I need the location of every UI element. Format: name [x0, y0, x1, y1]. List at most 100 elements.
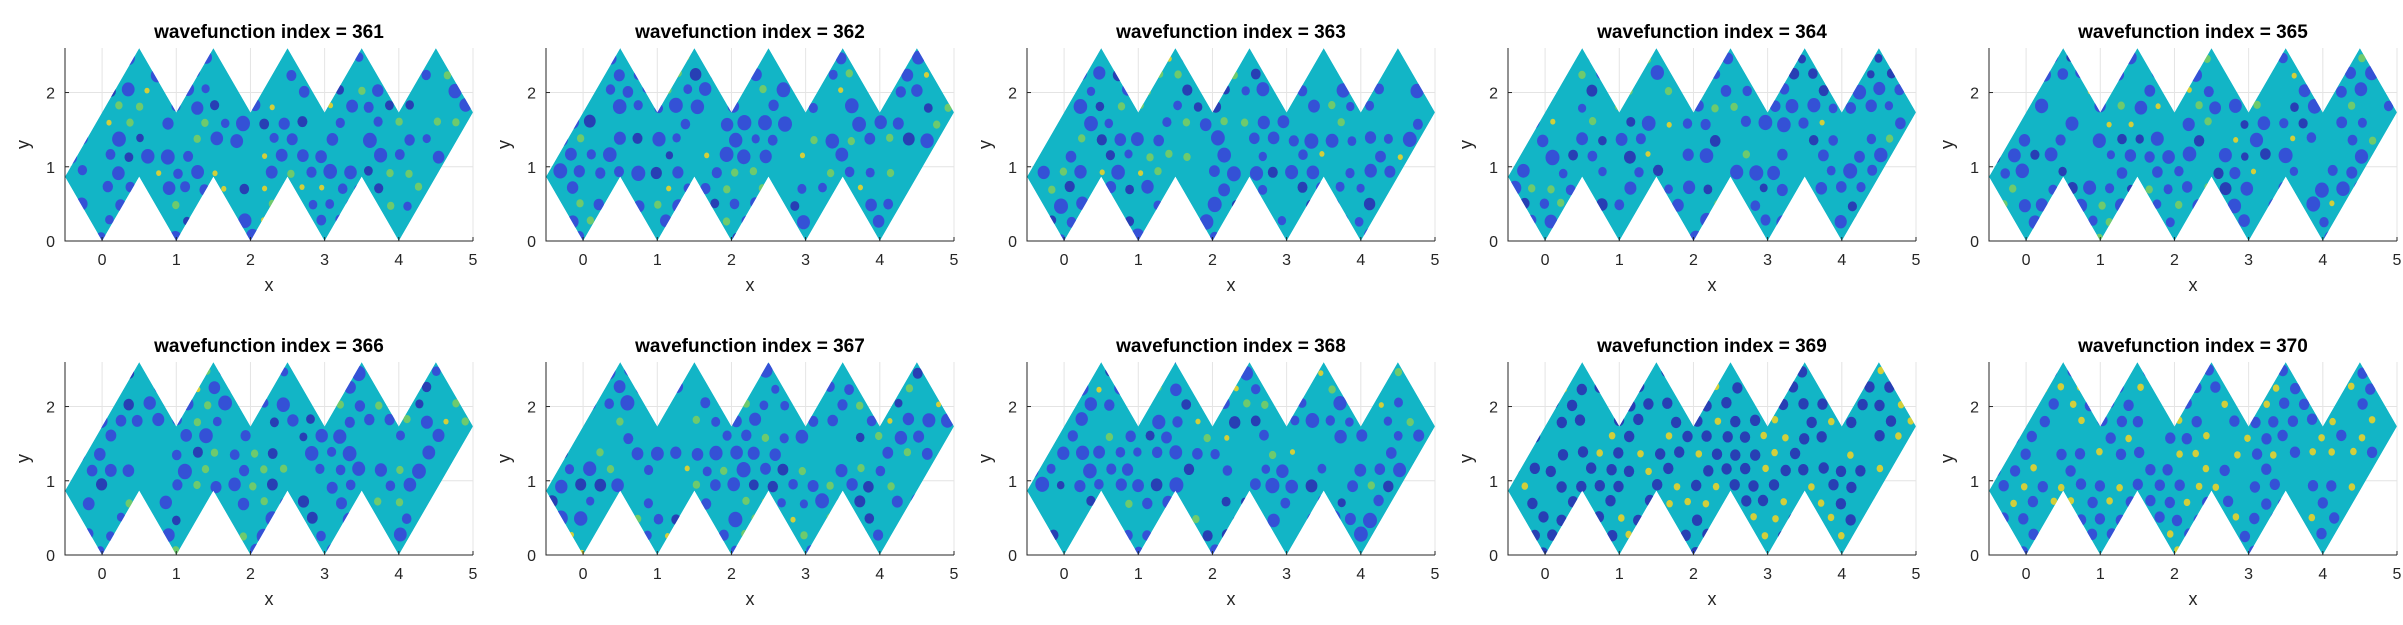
density-blob — [949, 464, 954, 479]
density-blob — [1732, 382, 1743, 394]
density-blob — [405, 100, 415, 110]
density-blob — [2263, 400, 2270, 408]
density-blob — [1674, 72, 1680, 79]
density-blob — [795, 429, 809, 444]
density-blob — [2317, 497, 2328, 509]
density-blob — [2028, 215, 2042, 230]
density-blob — [1864, 381, 1875, 393]
density-blob — [1192, 515, 1200, 524]
density-blob — [903, 448, 912, 457]
density-blob — [2021, 39, 2028, 47]
density-blob — [710, 198, 720, 209]
density-blob — [2116, 546, 2127, 555]
density-blob — [236, 115, 250, 132]
density-blob — [684, 54, 690, 61]
density-blob — [1772, 515, 1779, 523]
density-blob — [633, 514, 642, 524]
density-blob — [2347, 382, 2355, 390]
density-blob — [1885, 415, 1897, 427]
density-blob — [123, 398, 134, 411]
density-blob — [1680, 366, 1692, 378]
density-blob — [1039, 416, 1048, 427]
density-blob — [1711, 104, 1719, 113]
density-blob — [612, 348, 624, 361]
density-blob — [459, 48, 473, 50]
density-blob — [2086, 528, 2098, 540]
density-blob — [327, 102, 334, 109]
density-blob — [387, 201, 395, 210]
density-blob — [2057, 383, 2065, 391]
density-blob — [229, 66, 241, 80]
density-blob — [921, 447, 933, 460]
density-blob — [1083, 463, 1097, 479]
density-blob — [2066, 182, 2078, 194]
density-blob — [115, 101, 123, 110]
density-blob — [1517, 69, 1530, 83]
density-blob — [228, 477, 241, 492]
density-blob — [2290, 135, 2296, 142]
density-blob — [856, 527, 867, 539]
density-blob — [2105, 183, 2115, 194]
density-blob — [566, 181, 579, 194]
x-axis-label: x — [2189, 589, 2198, 609]
x-tick-label: 3 — [1763, 252, 1772, 269]
density-blob — [2277, 429, 2288, 442]
density-blob — [1556, 514, 1567, 526]
x-axis-label: x — [1227, 589, 1236, 609]
density-blob — [1817, 398, 1828, 410]
density-blob — [2358, 434, 2366, 442]
density-blob — [2155, 103, 2161, 110]
density-blob — [2135, 134, 2144, 144]
density-blob — [875, 431, 883, 441]
density-blob — [2386, 70, 2396, 81]
density-blob — [1536, 349, 1546, 360]
density-blob — [2357, 398, 2368, 410]
y-tick-label: 0 — [527, 548, 536, 565]
density-blob — [1682, 148, 1694, 161]
density-blob — [395, 117, 403, 126]
density-blob — [2244, 434, 2251, 442]
density-blob — [586, 149, 596, 160]
density-blob — [1884, 348, 1894, 359]
density-blob — [799, 152, 806, 159]
density-blob — [603, 147, 617, 163]
density-blob — [279, 464, 288, 473]
wavefunction-field — [1027, 34, 1435, 241]
density-blob — [1818, 462, 1829, 474]
density-blob — [2151, 66, 2163, 79]
density-blob — [2113, 381, 2124, 393]
density-blob — [2150, 131, 2164, 146]
density-blob — [374, 183, 384, 194]
density-blob — [406, 351, 414, 360]
density-blob — [557, 98, 570, 113]
density-blob — [1386, 34, 1397, 46]
density-blob — [1415, 214, 1426, 227]
density-blob — [2270, 511, 2281, 524]
density-blob — [2260, 148, 2271, 160]
density-blob — [219, 213, 233, 228]
density-blob — [1893, 367, 1904, 379]
density-blob — [2075, 478, 2087, 490]
density-blob — [2027, 495, 2039, 508]
density-blob — [2020, 103, 2026, 110]
density-blob — [1203, 434, 1211, 443]
density-blob — [1645, 214, 1656, 226]
density-blob — [1586, 462, 1597, 474]
density-blob — [644, 366, 653, 375]
density-blob — [412, 214, 422, 225]
density-blob — [83, 528, 94, 539]
density-blob — [944, 103, 952, 112]
density-blob — [1075, 412, 1088, 426]
density-blob — [1374, 463, 1386, 476]
density-blob — [611, 478, 624, 493]
density-blob — [741, 215, 752, 227]
density-blob — [1250, 68, 1261, 80]
density-blob — [1759, 183, 1768, 193]
density-blob — [761, 433, 770, 442]
density-blob — [1386, 447, 1397, 459]
density-blob — [181, 366, 193, 379]
density-blob — [2008, 148, 2021, 163]
density-blob — [1219, 397, 1230, 409]
density-blob — [2329, 200, 2335, 207]
density-blob — [2171, 66, 2186, 83]
